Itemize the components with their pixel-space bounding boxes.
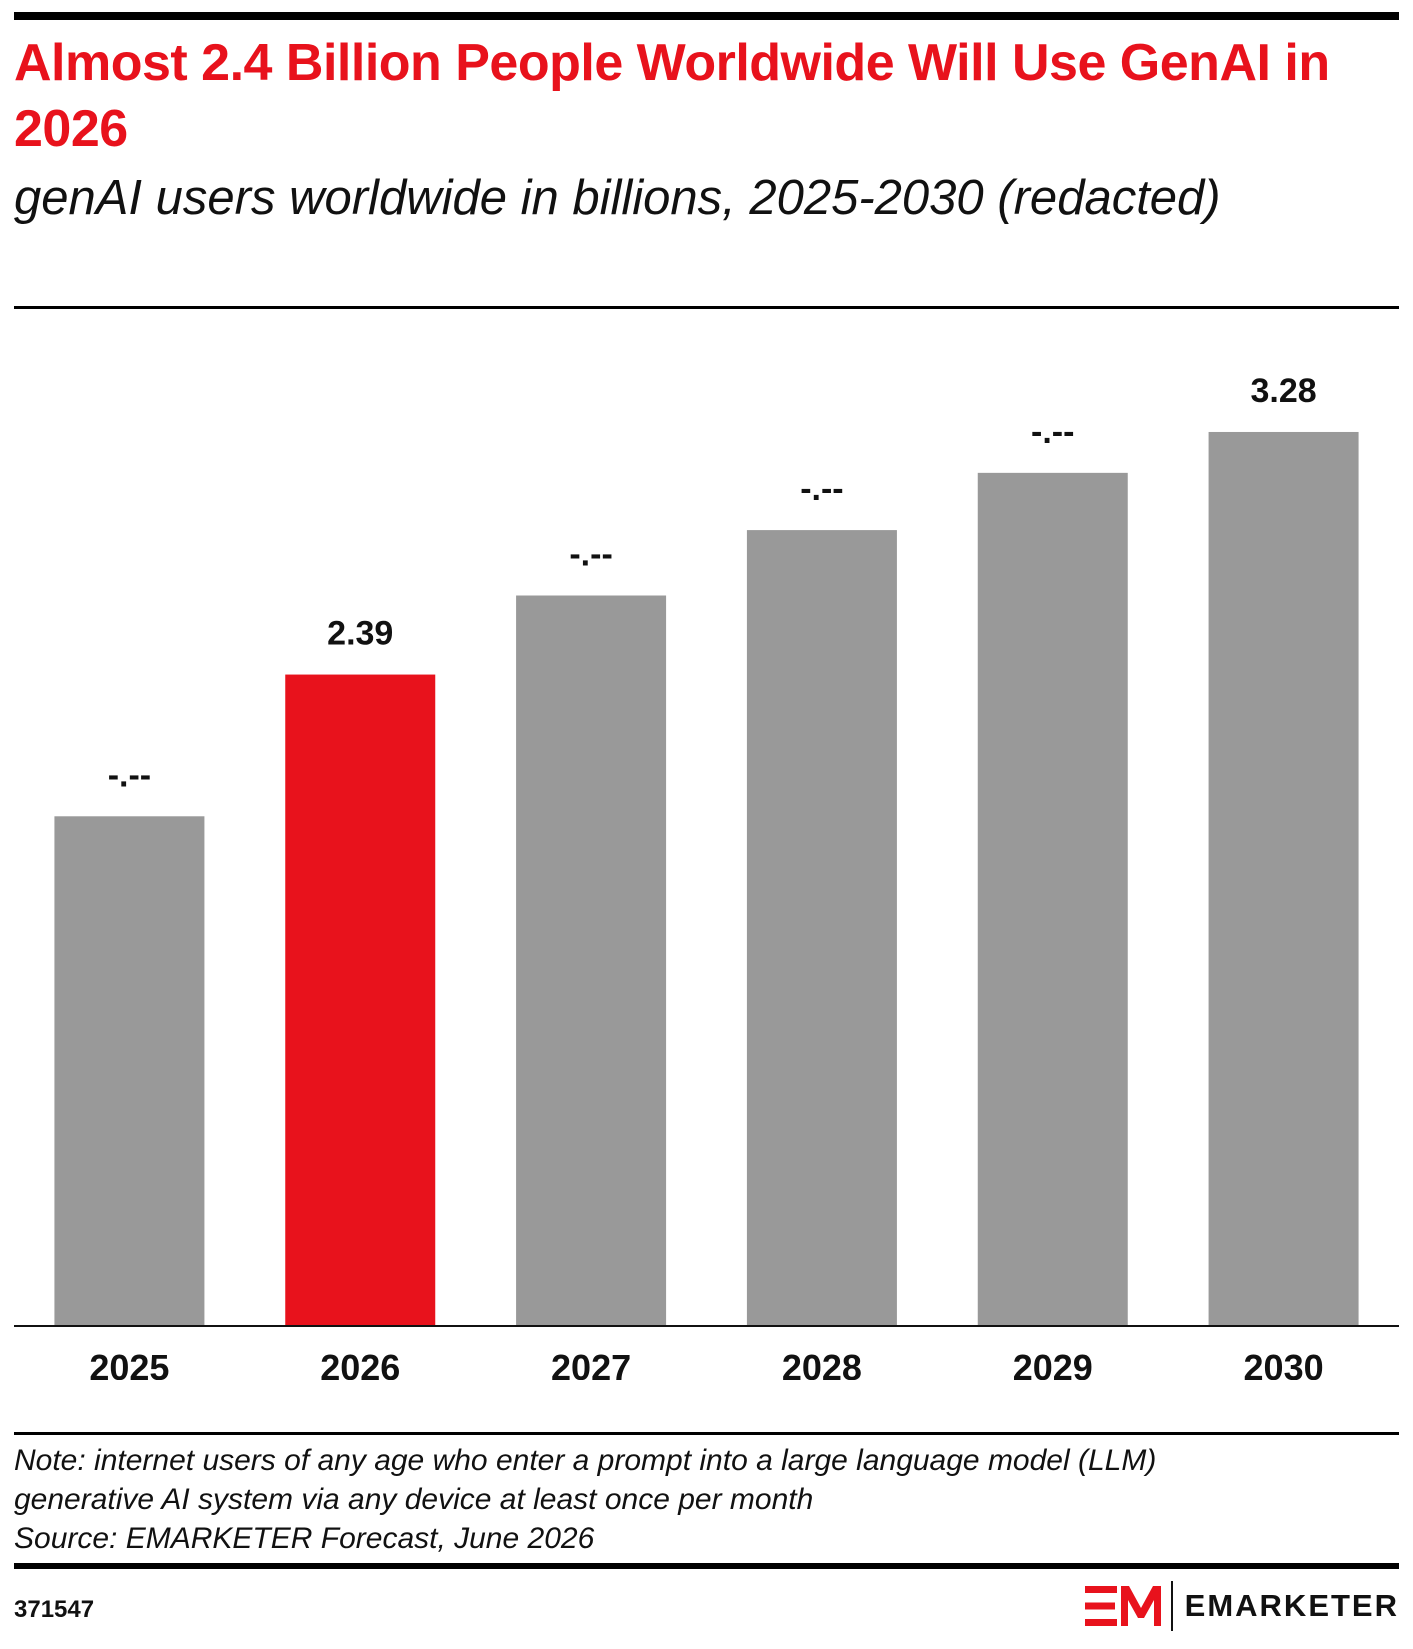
bar-2029 xyxy=(977,472,1128,1326)
x-tick-label-2027: 2027 xyxy=(551,1347,631,1380)
data-label-2026: 2.39 xyxy=(327,615,393,653)
data-label-2030: 3.28 xyxy=(1250,372,1316,410)
x-tick-label-2026: 2026 xyxy=(320,1347,400,1380)
chart-subtitle: genAI users worldwide in billions, 2025-… xyxy=(14,171,1221,225)
bar-2025 xyxy=(54,816,205,1326)
x-tick-label-2030: 2030 xyxy=(1244,1347,1324,1380)
note-line-2: generative AI system via any device at l… xyxy=(14,1483,814,1516)
bar-group: -.-- 2025 2.39 2026 -.-- 2027 -.-- 2028 -.-- 2029… xyxy=(54,372,1359,1380)
bar-2027 xyxy=(516,595,667,1326)
data-label-2029: -.-- xyxy=(1031,413,1074,451)
data-label-2028: -.-- xyxy=(800,470,843,508)
data-label-2025: -.-- xyxy=(108,756,151,794)
footer-divider xyxy=(14,1432,1399,1435)
brand-logo: EMARKETER xyxy=(1084,1580,1399,1632)
x-tick-label-2029: 2029 xyxy=(1013,1347,1093,1380)
brand-name: EMARKETER xyxy=(1184,1588,1399,1623)
top-rule xyxy=(14,12,1399,20)
chart-title: Almost 2.4 Billion People Worldwide Will… xyxy=(14,34,1330,158)
x-tick-label-2025: 2025 xyxy=(89,1347,169,1380)
x-tick-label-2028: 2028 xyxy=(782,1347,862,1380)
source-line: Source: EMARKETER Forecast, June 2026 xyxy=(14,1522,595,1555)
bottom-rule xyxy=(14,1563,1399,1569)
bar-chart: -.-- 2025 2.39 2026 -.-- 2027 -.-- 2028 -.-- 2029… xyxy=(14,372,1399,1380)
bar-2026 xyxy=(285,674,436,1326)
brand-divider xyxy=(1170,1581,1173,1631)
note-line-1: Note: internet users of any age who ente… xyxy=(14,1444,1157,1477)
header-divider xyxy=(14,306,1399,309)
em-logo-icon xyxy=(1084,1586,1161,1626)
data-label-2027: -.-- xyxy=(569,536,612,574)
chart-id: 371547 xyxy=(14,1596,95,1623)
bar-2028 xyxy=(746,530,897,1326)
bar-2030 xyxy=(1208,431,1359,1326)
notes-block: Note: internet users of any age who ente… xyxy=(14,1441,1399,1558)
